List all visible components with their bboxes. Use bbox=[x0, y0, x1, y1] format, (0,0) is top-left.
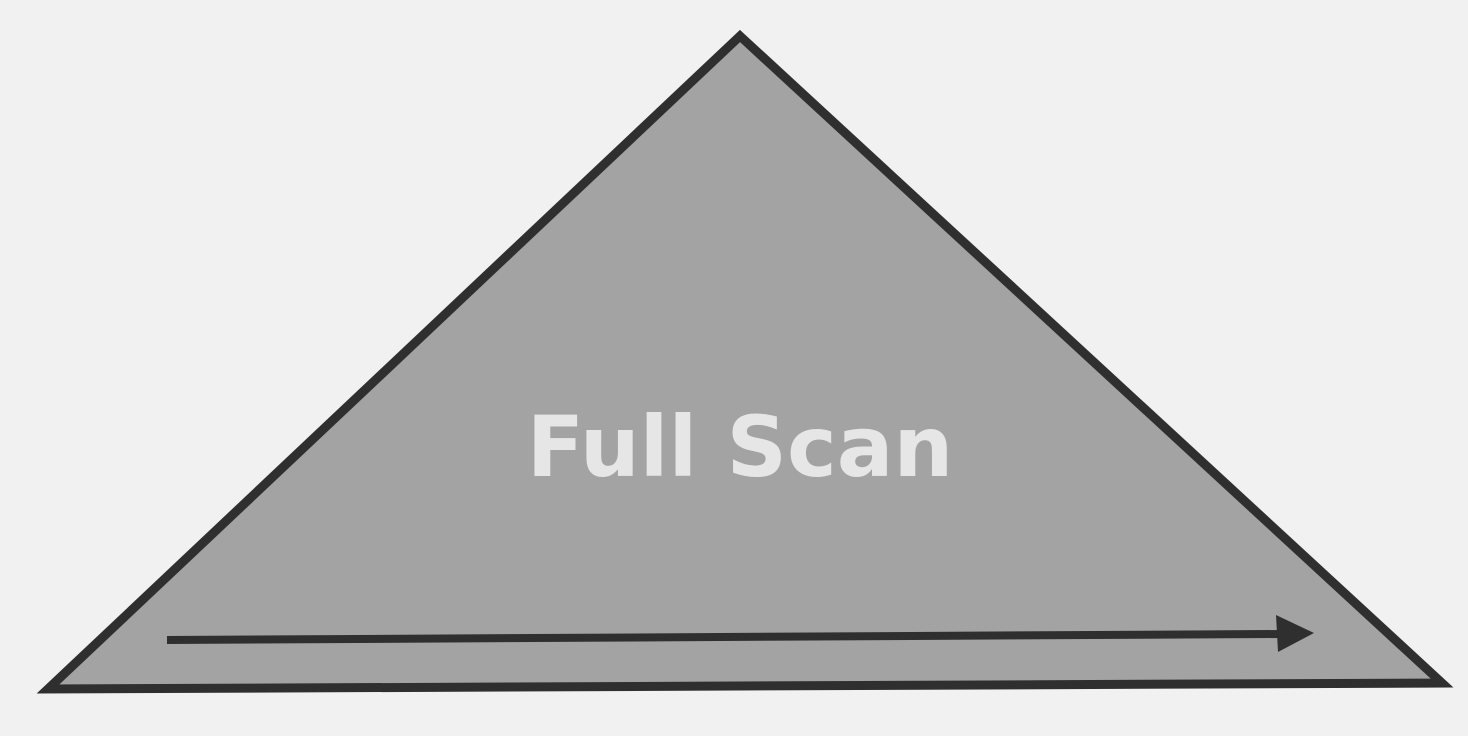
full-scan-label: Full Scan bbox=[526, 398, 954, 496]
triangle-shape bbox=[36, 29, 1454, 694]
scan-arrow-head bbox=[1276, 615, 1314, 652]
scan-arrow-shaft bbox=[166, 630, 1283, 644]
